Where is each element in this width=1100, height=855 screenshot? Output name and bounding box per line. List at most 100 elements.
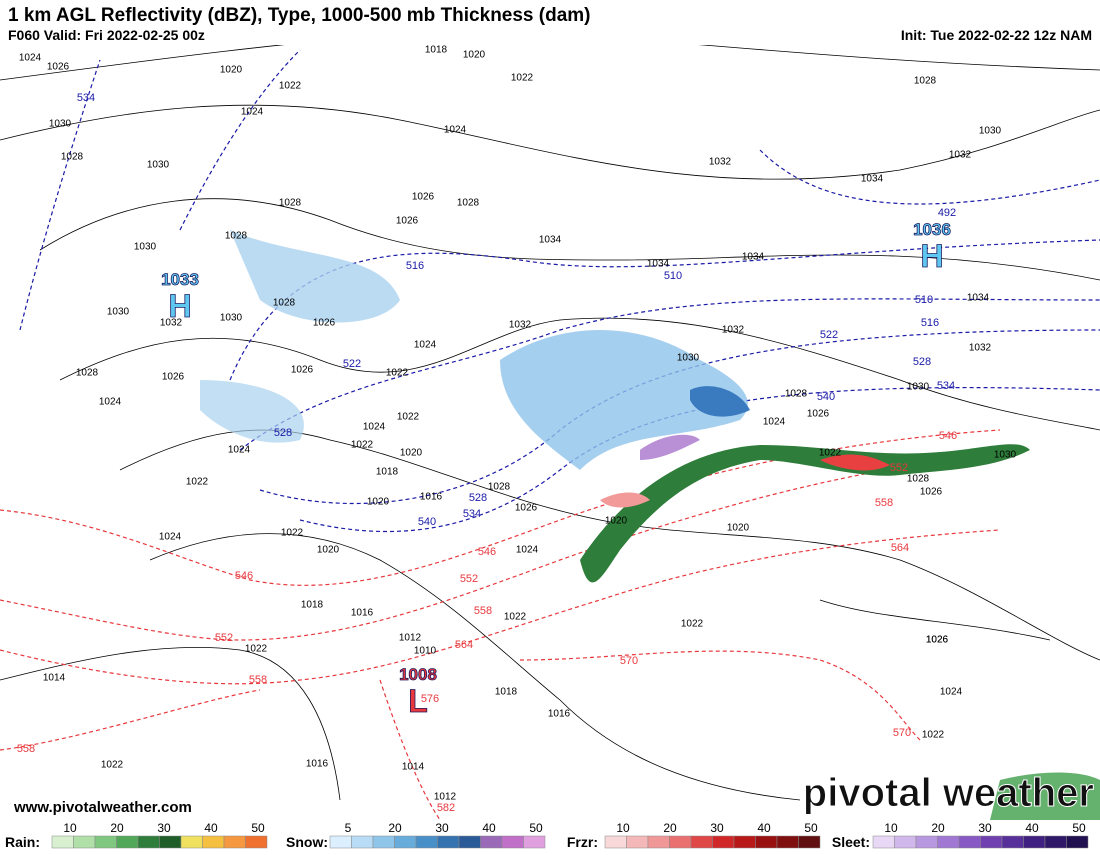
isobar-label: 1032 — [160, 318, 183, 329]
isobar-label: 1024 — [159, 532, 182, 543]
legend-tick: 50 — [804, 821, 818, 835]
legend-swatch — [501, 835, 524, 849]
legend-swatch — [712, 835, 735, 849]
init-time: Init: Tue 2022-02-22 12z NAM — [901, 27, 1092, 43]
isobar-label: 1024 — [414, 340, 437, 351]
legend-swatch — [159, 835, 182, 849]
legend-tick: 5 — [345, 821, 352, 835]
thickness-label: 558 — [17, 743, 35, 755]
legend-label: Sleet: — [832, 834, 870, 850]
legend-tick: 50 — [251, 821, 265, 835]
thickness-label: 540 — [817, 391, 835, 403]
legend-tick: 20 — [663, 821, 677, 835]
legend-swatch — [51, 835, 74, 849]
isobar-label: 1016 — [420, 492, 443, 503]
thickness-label: 558 — [875, 497, 893, 509]
legend-swatch — [894, 835, 917, 849]
isobar-label: 1026 — [291, 365, 314, 376]
legend-swatch — [980, 835, 1003, 849]
isobar-label: 1032 — [709, 157, 732, 168]
thickness-label: 558 — [249, 674, 267, 686]
isobar-label: 1016 — [306, 759, 329, 770]
isobar-label: 1018 — [301, 600, 324, 611]
isobar-label: 1024 — [763, 417, 786, 428]
isobar-label: 1034 — [742, 252, 765, 263]
thickness-label: 564 — [891, 542, 909, 554]
brand-logo: pivotal weather — [803, 771, 1094, 815]
isobar-label: 1018 — [376, 467, 399, 478]
thickness-warm-lines — [0, 429, 1001, 821]
thickness-label: 570 — [893, 727, 911, 739]
thickness-label: 510 — [915, 294, 933, 306]
legend-swatch — [116, 835, 139, 849]
legend-tick: 30 — [157, 821, 171, 835]
isobar-label: 1034 — [967, 293, 990, 304]
legend-swatch — [958, 835, 981, 849]
legend-swatch — [733, 835, 756, 849]
legend-tick: 10 — [63, 821, 77, 835]
isobar-label: 1022 — [186, 477, 209, 488]
legend-tick: 50 — [529, 821, 543, 835]
isobar-label: 1020 — [727, 523, 750, 534]
legend-swatch — [202, 835, 225, 849]
isobar-label: 1028 — [907, 474, 930, 485]
legend-swatch — [94, 835, 117, 849]
thickness-label: 492 — [938, 207, 956, 219]
legend-swatch — [626, 835, 649, 849]
thickness-label: 510 — [664, 270, 682, 282]
legend-label: Snow: — [286, 834, 328, 850]
thickness-label: 570 — [620, 655, 638, 667]
isobar-label: 1030 — [220, 313, 243, 324]
isobar-label: 1028 — [488, 482, 511, 493]
pressure-center-symbol: L — [408, 683, 428, 719]
isobar-label: 1024 — [444, 125, 467, 136]
isobar-label: 1026 — [47, 62, 70, 73]
thickness-label: 534 — [463, 508, 481, 520]
legend-swatch — [73, 835, 96, 849]
isobar-label: 1024 — [940, 687, 963, 698]
legend-tick: 20 — [931, 821, 945, 835]
isobar-label: 1030 — [147, 160, 170, 171]
isobar-label: 1028 — [785, 389, 808, 400]
legend-swatch — [776, 835, 799, 849]
pressure-center-symbol: H — [920, 238, 943, 274]
thickness-label: 546 — [939, 430, 957, 442]
isobar-label: 1024 — [363, 422, 386, 433]
isobar-label: 1026 — [162, 372, 185, 383]
thickness-label: 540 — [418, 516, 436, 528]
isobar-label: 1030 — [994, 450, 1017, 461]
isobar-label: 1026 — [926, 635, 949, 646]
legend-tick: 10 — [884, 821, 898, 835]
isobar-label: 1028 — [76, 368, 99, 379]
isobar-label: 1020 — [367, 497, 390, 508]
isobar-label: 1030 — [907, 382, 930, 393]
legend-tick: 30 — [435, 821, 449, 835]
thickness-label: 522 — [343, 358, 361, 370]
isobar-label: 1012 — [434, 792, 457, 803]
isobar-label: 1026 — [396, 216, 419, 227]
legend-swatch — [372, 835, 395, 849]
isobar-label: 1028 — [457, 198, 480, 209]
isobar-label: 1022 — [281, 528, 304, 539]
isobar-label: 1022 — [245, 644, 268, 655]
legend-tick: 20 — [388, 821, 402, 835]
isobar-label: 1014 — [402, 762, 425, 773]
pressure-center-value: 1033 — [161, 270, 199, 289]
isobar-label: 1030 — [677, 353, 700, 364]
legend-swatch — [415, 835, 438, 849]
isobar-label: 1022 — [819, 448, 842, 459]
isobar-label: 1014 — [43, 673, 66, 684]
legend-tick: 50 — [1072, 821, 1086, 835]
isobar-label: 1024 — [19, 53, 42, 64]
legend-swatch — [137, 835, 160, 849]
legend-swatch — [604, 835, 627, 849]
legend-swatch — [180, 835, 203, 849]
thickness-label: 534 — [937, 380, 955, 392]
thickness-label: 546 — [235, 570, 253, 582]
isobar-label: 1032 — [969, 343, 992, 354]
isobar-label: 1032 — [509, 320, 532, 331]
legend-tick: 20 — [110, 821, 124, 835]
legend-swatch — [480, 835, 503, 849]
isobar-label: 1024 — [99, 397, 122, 408]
